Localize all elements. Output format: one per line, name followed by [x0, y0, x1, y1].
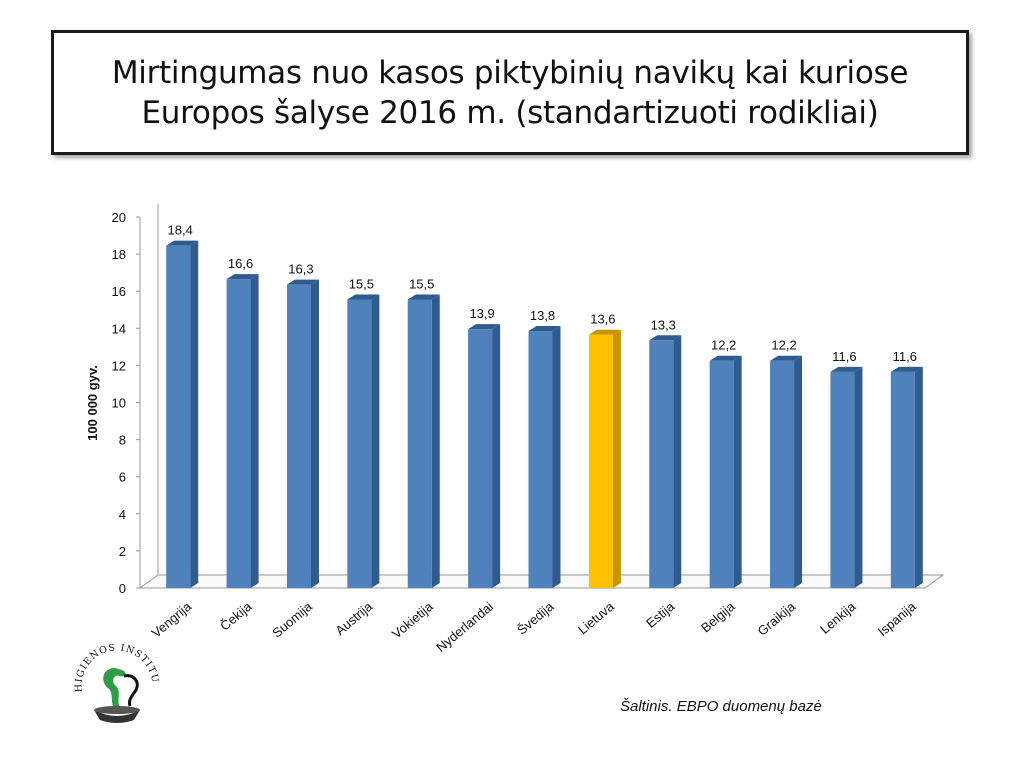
category-label: Vokietija	[389, 598, 436, 641]
bar	[407, 294, 440, 588]
category-label: Belgija	[698, 598, 738, 635]
data-label: 11,6	[832, 349, 856, 364]
bar-front	[286, 284, 311, 588]
institute-logo-icon: HIGIENOS INSTITUTAS	[70, 630, 160, 723]
source-note: Šaltinis. EBPO duomenų bazė	[620, 698, 822, 715]
bar-front	[166, 245, 191, 588]
data-label: 15,5	[349, 276, 374, 291]
chart-bars	[166, 240, 923, 588]
category-label: Austrija	[332, 598, 375, 638]
bar-top	[347, 294, 380, 300]
y-tick-label: 4	[119, 507, 126, 522]
bar-front	[407, 299, 432, 588]
bar	[166, 240, 199, 588]
data-label: 15,5	[409, 276, 434, 291]
y-tick-label: 20	[112, 210, 126, 225]
category-label: Lietuva	[575, 598, 617, 637]
bar-side	[250, 274, 259, 588]
category-label: Lenkija	[817, 598, 859, 636]
bar-front	[830, 371, 855, 588]
y-tick-label: 10	[112, 396, 126, 411]
bar-side	[492, 324, 501, 588]
bar-side	[612, 329, 621, 588]
chart-axes: 0 2 4 6 8 10 12 14 16 18 20 100 000 gyv.	[85, 204, 945, 596]
bar-front	[709, 360, 734, 588]
bar-side	[673, 335, 682, 588]
y-tick-label: 2	[119, 544, 126, 559]
bar	[347, 294, 380, 588]
bar-front	[588, 334, 613, 588]
bar-front	[347, 299, 372, 588]
bar-side	[371, 294, 380, 588]
category-label: Ispanija	[875, 598, 920, 639]
data-label: 16,3	[288, 262, 313, 277]
y-tick-label: 14	[112, 321, 126, 336]
svg-text:HIGIENOS INSTITUTAS: HIGIENOS INSTITUTAS	[70, 630, 160, 692]
y-tick-label: 6	[119, 470, 126, 485]
bar	[890, 366, 923, 588]
data-label: 13,6	[590, 312, 615, 327]
bar-top	[226, 274, 259, 280]
bar-side	[190, 240, 199, 588]
bar	[468, 324, 501, 588]
bar-highlight	[588, 329, 621, 588]
bar-front	[770, 360, 795, 588]
bar	[709, 355, 742, 588]
bar-side	[854, 366, 863, 588]
category-label: Estija	[643, 598, 678, 630]
bar-top	[770, 355, 803, 361]
category-label: Suomija	[269, 598, 315, 640]
bar	[286, 279, 319, 588]
chart-title-line-2: Europos šalyse 2016 m. (standartizuoti r…	[141, 94, 879, 131]
bar-top	[709, 355, 742, 361]
data-label: 13,8	[530, 308, 555, 323]
bar-top	[830, 366, 863, 372]
bar-front	[890, 371, 915, 588]
category-label: Švedija	[514, 598, 557, 637]
bar-front	[468, 329, 493, 588]
bar-top	[528, 326, 561, 332]
bar-top	[890, 366, 923, 372]
bar-front	[226, 279, 251, 588]
category-label: Nyderlandai	[433, 599, 496, 655]
bar-front	[528, 331, 553, 588]
y-tick-label: 16	[112, 284, 126, 299]
data-label: 12,2	[771, 338, 796, 353]
bar-side	[733, 355, 742, 588]
data-label: 13,3	[651, 317, 676, 332]
logo-text: HIGIENOS INSTITUTAS	[70, 630, 160, 692]
bar-side	[552, 326, 561, 588]
y-tick-label: 12	[112, 358, 126, 373]
bar-top	[286, 279, 319, 285]
data-label: 11,6	[893, 349, 917, 364]
bar-side	[914, 366, 923, 588]
y-axis-title: 100 000 gyv.	[85, 365, 100, 441]
title-box: Mirtingumas nuo kasos piktybinių navikų …	[51, 30, 969, 155]
y-tick-label: 0	[119, 581, 126, 596]
y-tick-label: 18	[112, 247, 126, 262]
bar	[770, 355, 803, 588]
bar	[649, 335, 682, 588]
bar-top	[588, 329, 621, 335]
bar-top	[468, 324, 501, 330]
data-label: 18,4	[168, 223, 193, 238]
bar-side	[431, 294, 440, 588]
bar-side	[794, 355, 803, 588]
data-label: 13,9	[469, 306, 494, 321]
bar	[226, 274, 259, 588]
data-label: 16,6	[228, 256, 253, 271]
data-label: 12,2	[711, 338, 736, 353]
bar-top	[166, 240, 199, 246]
bar-top	[649, 335, 682, 341]
bar	[830, 366, 863, 588]
bar-side	[310, 279, 319, 588]
category-label: Čekija	[217, 598, 255, 633]
bar-front	[649, 340, 674, 588]
bar-top	[407, 294, 440, 300]
y-tick-label: 8	[119, 433, 126, 448]
chart-title-line-1: Mirtingumas nuo kasos piktybinių navikų …	[111, 54, 909, 91]
category-label: Graikija	[755, 598, 799, 638]
bar	[528, 326, 561, 588]
